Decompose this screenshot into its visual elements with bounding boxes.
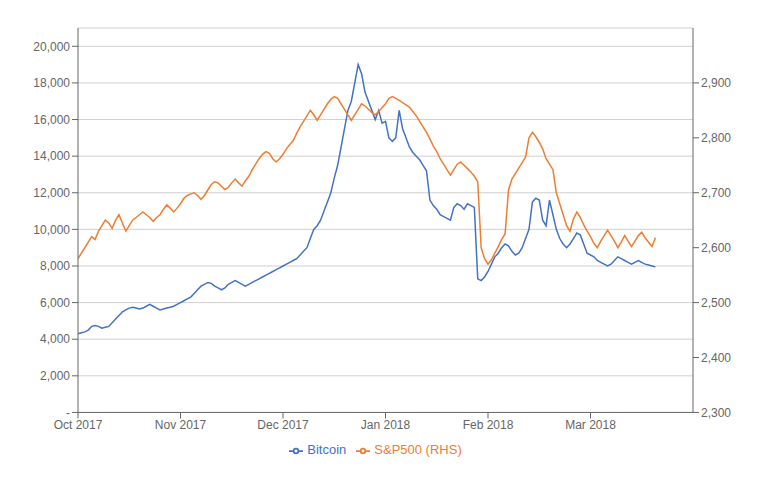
- svg-text:Nov 2017: Nov 2017: [155, 418, 207, 432]
- svg-text:2,900: 2,900: [701, 76, 731, 90]
- svg-text:2,500: 2,500: [701, 296, 731, 310]
- svg-text:18,000: 18,000: [33, 76, 70, 90]
- svg-text:Feb 2018: Feb 2018: [463, 418, 514, 432]
- svg-text:4,000: 4,000: [40, 332, 70, 346]
- svg-text:2,300: 2,300: [701, 406, 731, 420]
- svg-text:16,000: 16,000: [33, 113, 70, 127]
- svg-text:Mar 2018: Mar 2018: [565, 418, 616, 432]
- svg-text:2,400: 2,400: [701, 351, 731, 365]
- svg-text:Dec 2017: Dec 2017: [257, 418, 309, 432]
- html-text:S&P500 (RHS): S&P500 (RHS): [374, 442, 462, 458]
- svg-text:-: -: [66, 406, 70, 420]
- svg-text:Jan 2018: Jan 2018: [361, 418, 411, 432]
- html-text:Bitcoin: Bitcoin: [307, 442, 347, 458]
- svg-text:14,000: 14,000: [33, 149, 70, 163]
- svg-text:10,000: 10,000: [33, 223, 70, 237]
- svg-text:Oct 2017: Oct 2017: [54, 418, 103, 432]
- svg-text:2,700: 2,700: [701, 186, 731, 200]
- svg-text:6,000: 6,000: [40, 296, 70, 310]
- svg-text:2,800: 2,800: [701, 131, 731, 145]
- svg-text:20,000: 20,000: [33, 40, 70, 54]
- svg-text:8,000: 8,000: [40, 259, 70, 273]
- svg-text:2,000: 2,000: [40, 369, 70, 383]
- svg-text:2,600: 2,600: [701, 241, 731, 255]
- svg-text:12,000: 12,000: [33, 186, 70, 200]
